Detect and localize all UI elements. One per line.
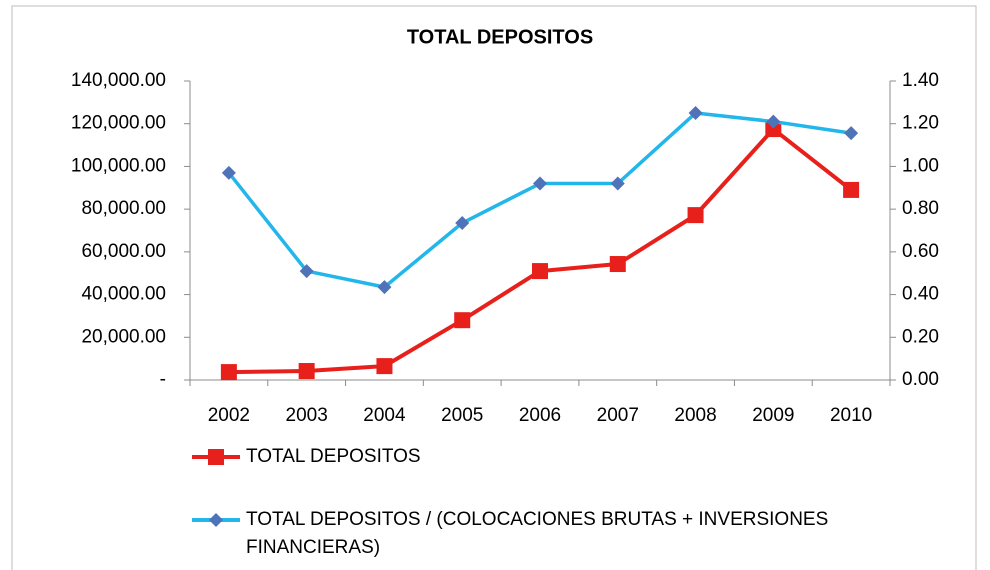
x-tick-label: 2003 [286,405,328,426]
y-tick-label: - [160,369,166,390]
data-point [377,280,392,295]
legend-label: TOTAL DEPOSITOS [246,446,421,467]
legend-marker [209,513,223,527]
data-point [610,176,625,191]
x-tick-label: 2005 [441,405,483,426]
y2-tick-label: 0.00 [902,369,939,390]
x-tick-label: 2007 [597,405,639,426]
y-tick-label: 20,000.00 [81,326,166,347]
data-point [299,264,314,279]
data-point [688,106,703,121]
x-tick-label: 2004 [363,405,406,426]
x-tick-label: 2006 [519,405,561,426]
data-point [454,312,471,329]
legend-swatch [192,513,240,527]
x-tick-label: 2002 [208,405,250,426]
legend-swatch [192,449,240,465]
y-tick-label: 60,000.00 [81,241,166,262]
data-point [843,181,860,198]
legend-item: TOTAL DEPOSITOS / (COLOCACIONES BRUTAS +… [190,506,846,562]
data-point [766,114,781,129]
y2-tick-label: 0.60 [902,241,939,262]
x-tick-label: 2010 [830,405,872,426]
data-point [844,126,859,141]
data-point [220,364,237,381]
y-tick-label: 100,000.00 [71,155,166,176]
chart-title: TOTAL DEPOSITOS [407,26,593,48]
x-tick-label: 2009 [752,405,794,426]
data-point [298,363,315,380]
data-point [687,207,704,224]
chart-border [11,5,977,570]
data-point [765,121,782,138]
y-tick-label: 140,000.00 [71,70,166,91]
data-point [376,358,393,375]
y2-tick-label: 0.80 [902,198,939,219]
data-point [533,176,547,191]
y2-tick-label: 0.40 [902,284,939,305]
y2-tick-label: 1.20 [902,113,939,134]
legend-label: TOTAL DEPOSITOS / (COLOCACIONES BRUTAS +… [246,509,829,558]
y2-tick-label: 1.40 [902,70,939,91]
data-point [532,263,548,280]
y-tick-label: 80,000.00 [81,198,166,219]
legend-marker [208,449,224,465]
y2-tick-label: 1.00 [902,155,939,176]
y-tick-label: 40,000.00 [81,284,166,305]
legend-item: TOTAL DEPOSITOS [190,443,846,471]
y-tick-label: 120,000.00 [71,113,166,134]
y2-tick-label: 0.20 [902,326,939,347]
x-tick-label: 2008 [674,405,716,426]
data-point [455,216,470,231]
data-point [609,256,626,273]
data-point [221,165,236,180]
